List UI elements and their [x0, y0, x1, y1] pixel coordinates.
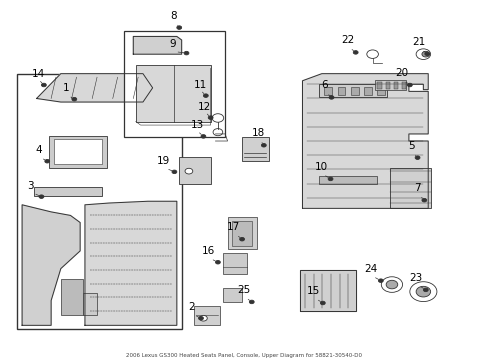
Circle shape: [72, 98, 77, 101]
Circle shape: [414, 156, 419, 159]
Text: 23: 23: [408, 273, 422, 283]
Polygon shape: [22, 205, 80, 325]
Text: 20: 20: [394, 68, 407, 78]
Bar: [319, 176, 377, 184]
Bar: [242, 138, 268, 161]
Text: 16: 16: [201, 246, 214, 256]
Circle shape: [208, 116, 213, 120]
Polygon shape: [133, 36, 181, 54]
Bar: [179, 157, 210, 184]
Circle shape: [41, 83, 46, 87]
Polygon shape: [37, 74, 152, 102]
Text: 17: 17: [227, 222, 240, 232]
Bar: [374, 80, 406, 90]
Text: 24: 24: [363, 264, 377, 274]
Bar: [17, 74, 181, 329]
Circle shape: [421, 198, 426, 202]
Text: 1: 1: [62, 83, 69, 93]
Circle shape: [378, 279, 383, 283]
Text: 18: 18: [251, 128, 264, 138]
Circle shape: [39, 195, 44, 198]
Circle shape: [172, 170, 177, 174]
Bar: [401, 82, 406, 89]
Circle shape: [415, 286, 430, 297]
Circle shape: [352, 51, 357, 54]
Bar: [389, 168, 430, 208]
Polygon shape: [302, 74, 427, 208]
Text: 4: 4: [35, 145, 42, 155]
Bar: [364, 87, 371, 95]
Bar: [377, 87, 385, 95]
Polygon shape: [300, 270, 355, 311]
Text: 25: 25: [236, 285, 250, 295]
Circle shape: [45, 159, 50, 163]
Bar: [337, 87, 345, 95]
Circle shape: [212, 114, 223, 122]
Text: 22: 22: [340, 35, 353, 45]
Bar: [136, 65, 210, 122]
Bar: [232, 221, 251, 246]
Text: 8: 8: [170, 10, 176, 21]
Bar: [193, 306, 220, 325]
Text: 19: 19: [157, 156, 170, 166]
Circle shape: [407, 83, 411, 87]
Circle shape: [215, 260, 220, 264]
Text: 12: 12: [198, 102, 211, 112]
Circle shape: [203, 94, 208, 98]
Text: 10: 10: [314, 162, 327, 172]
Circle shape: [415, 49, 430, 59]
Text: 2006 Lexus GS300 Heated Seats Panel, Console, Upper Diagram for 58821-30540-D0: 2006 Lexus GS300 Heated Seats Panel, Con…: [126, 353, 362, 358]
Circle shape: [184, 168, 192, 174]
Bar: [223, 253, 246, 274]
Bar: [350, 87, 358, 95]
Bar: [223, 288, 242, 302]
Bar: [53, 139, 102, 164]
Circle shape: [261, 144, 265, 147]
Circle shape: [424, 52, 429, 55]
Bar: [393, 82, 398, 89]
Text: 9: 9: [169, 39, 176, 49]
Circle shape: [213, 129, 223, 136]
Circle shape: [423, 288, 427, 292]
Circle shape: [366, 50, 378, 58]
Bar: [377, 82, 382, 89]
Circle shape: [409, 282, 436, 302]
Circle shape: [386, 280, 397, 289]
Circle shape: [183, 51, 188, 55]
Circle shape: [198, 316, 203, 320]
Text: 7: 7: [413, 183, 420, 193]
Bar: [324, 87, 331, 95]
Circle shape: [320, 301, 325, 305]
Circle shape: [328, 96, 333, 99]
Circle shape: [421, 51, 429, 57]
Bar: [49, 136, 106, 168]
Circle shape: [177, 26, 181, 30]
Bar: [385, 82, 389, 89]
Polygon shape: [85, 201, 177, 325]
Circle shape: [199, 315, 207, 321]
Text: 6: 6: [320, 80, 327, 90]
Circle shape: [381, 277, 402, 292]
Circle shape: [327, 177, 332, 181]
Text: 21: 21: [411, 37, 425, 47]
Text: 15: 15: [306, 286, 320, 296]
Text: 11: 11: [193, 80, 206, 90]
Bar: [82, 293, 97, 315]
Circle shape: [239, 238, 244, 241]
Bar: [123, 31, 224, 138]
Text: 5: 5: [407, 141, 414, 150]
Text: 14: 14: [31, 69, 44, 79]
Circle shape: [249, 300, 254, 304]
Bar: [227, 217, 256, 249]
Text: 3: 3: [27, 181, 34, 191]
Text: 13: 13: [190, 120, 203, 130]
Text: 2: 2: [187, 302, 194, 312]
Bar: [61, 279, 82, 315]
Bar: [34, 187, 102, 196]
Circle shape: [201, 135, 205, 138]
Bar: [319, 84, 386, 97]
